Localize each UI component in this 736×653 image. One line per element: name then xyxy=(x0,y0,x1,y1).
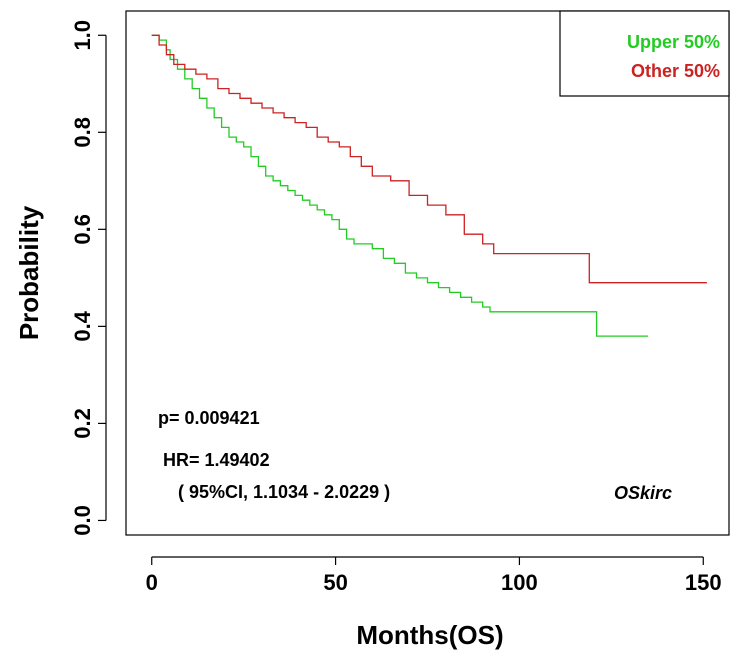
y-tick-label: 0.6 xyxy=(70,214,95,245)
survival-curves xyxy=(151,34,707,337)
x-axis-title: Months(OS) xyxy=(356,620,503,650)
p-value-text: p= 0.009421 xyxy=(158,408,260,428)
y-tick-label: 0.2 xyxy=(70,408,95,439)
survival-curve-upper xyxy=(151,34,649,337)
legend-box xyxy=(559,10,730,97)
legend-label-other: Other 50% xyxy=(631,61,720,81)
x-tick-label: 150 xyxy=(685,570,722,595)
legend: Upper 50% Other 50% xyxy=(559,10,730,97)
dataset-label: OSkirc xyxy=(614,483,672,503)
legend-label-upper: Upper 50% xyxy=(627,32,720,52)
confidence-interval-text: ( 95%CI, 1.1034 - 2.0229 ) xyxy=(178,482,390,502)
survival-curve-other xyxy=(151,34,707,284)
y-tick-label: 1.0 xyxy=(70,20,95,51)
x-tick-label: 50 xyxy=(323,570,347,595)
x-tick-label: 100 xyxy=(501,570,538,595)
plot-frame xyxy=(125,10,730,536)
y-tick-label: 0.4 xyxy=(70,310,95,341)
hazard-ratio-text: HR= 1.49402 xyxy=(163,450,270,470)
axes: 0 50 100 150 0.0 0.2 0.4 0.6 0.8 1.0 xyxy=(70,20,722,595)
y-axis-title: Probability xyxy=(14,205,44,340)
y-tick-label: 0.8 xyxy=(70,117,95,148)
y-tick-label: 0.0 xyxy=(70,505,95,536)
plot-border xyxy=(125,10,730,536)
x-tick-label: 0 xyxy=(146,570,158,595)
